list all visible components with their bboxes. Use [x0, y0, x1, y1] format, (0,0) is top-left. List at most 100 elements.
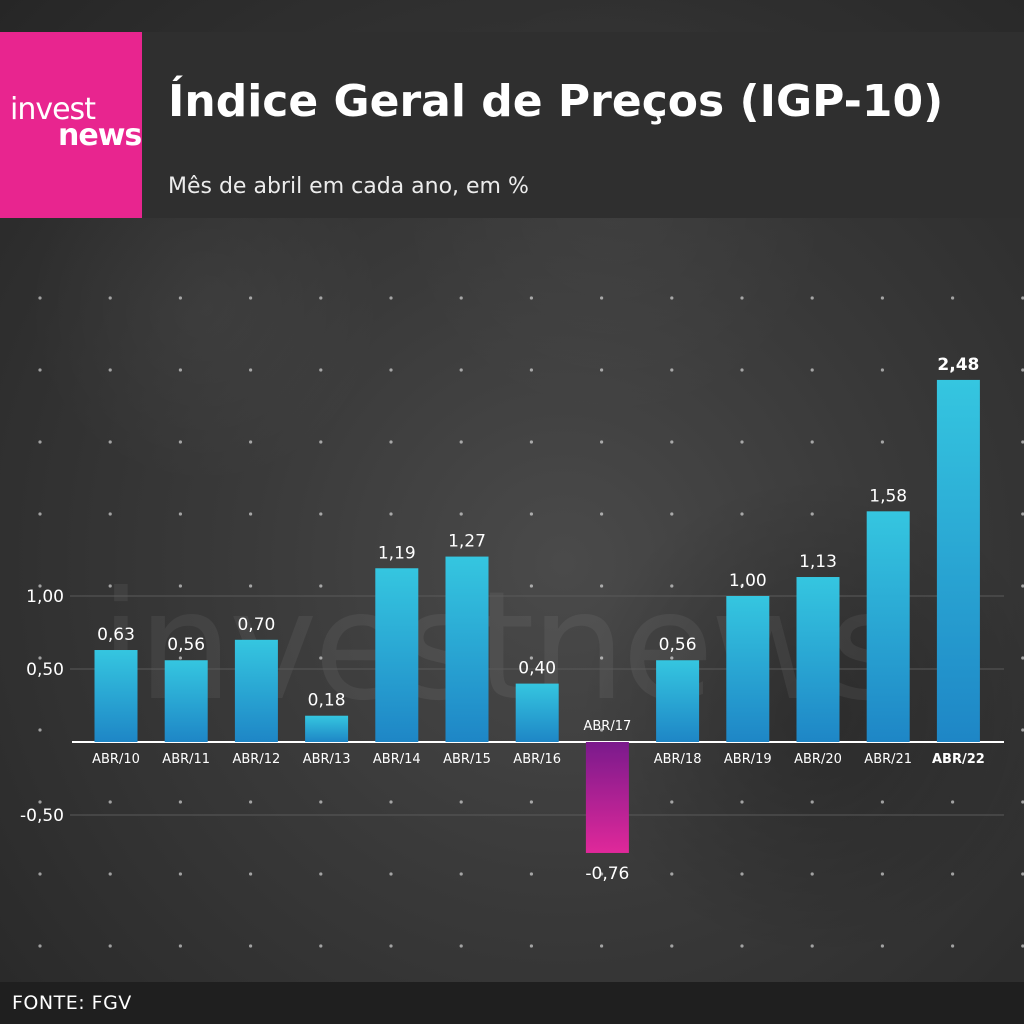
grid-dot	[249, 872, 253, 876]
grid-dot	[389, 296, 393, 300]
grid-dot	[249, 584, 253, 588]
grid-dot	[38, 512, 42, 516]
grid-dot	[38, 944, 42, 948]
grid-dot	[178, 440, 182, 444]
grid-dot	[178, 800, 182, 804]
grid-dot	[951, 800, 955, 804]
grid-dot	[1021, 728, 1024, 732]
grid-dot	[880, 296, 885, 300]
bar	[726, 596, 770, 742]
bars	[94, 379, 980, 853]
source-note: FONTE: FGV	[12, 992, 132, 1014]
grid-dot	[319, 800, 323, 804]
grid-dot	[108, 440, 112, 444]
grid-dot	[459, 872, 463, 876]
bar	[445, 556, 489, 742]
grid-dot	[38, 296, 42, 300]
grid-dot	[600, 872, 604, 876]
grid-dot	[389, 440, 393, 444]
bar	[796, 577, 840, 742]
grid-dot	[1021, 296, 1024, 300]
grid-dot	[740, 800, 744, 804]
data-label: 1,58	[869, 486, 907, 506]
grid-dot	[178, 872, 182, 876]
grid-dot	[600, 728, 604, 732]
brand-watermark: investnews	[100, 560, 907, 734]
labels: -0,50 0,50 1,00 0,63 ABR/10 0,56 ABR/11 0,70 ABR…	[20, 355, 985, 884]
grid-dot	[108, 872, 112, 876]
data-label: 0,63	[97, 625, 135, 645]
brand-logo	[0, 32, 142, 218]
grid-dot	[178, 584, 182, 588]
x-tick-label: ABR/16	[513, 752, 561, 767]
grid-dot	[670, 512, 674, 516]
grid-dot	[529, 296, 534, 300]
grid-dot	[1021, 872, 1024, 876]
grid-dot	[529, 656, 534, 660]
x-tick-label: ABR/20	[794, 752, 842, 767]
bar	[656, 660, 700, 742]
grid-dot	[249, 368, 253, 372]
grid-dot	[249, 944, 253, 948]
grid-dot	[178, 944, 182, 948]
grid-dot	[459, 296, 463, 300]
grid-dot	[600, 296, 604, 300]
x-tick-label: ABR/22	[932, 752, 985, 767]
grid-dot	[178, 296, 182, 300]
grid-dot	[319, 296, 323, 300]
grid-dot	[810, 368, 814, 372]
grid-dot	[249, 512, 253, 516]
grid-dot	[389, 800, 393, 804]
grid-dot	[389, 944, 393, 948]
x-tick-label: ABR/21	[864, 752, 912, 767]
grid-dot	[670, 584, 674, 588]
grid-dot	[38, 368, 42, 372]
grid-dot	[670, 368, 674, 372]
logo-text-news: news	[58, 118, 142, 153]
grid-dot	[38, 872, 42, 876]
grid-dot	[880, 800, 885, 804]
x-tick-label: ABR/19	[724, 752, 772, 767]
grid-dot	[740, 584, 744, 588]
data-label: 0,18	[308, 691, 346, 711]
grid-dot	[951, 296, 955, 300]
grid-dot	[670, 872, 674, 876]
data-label: 0,70	[237, 615, 275, 635]
grid-dot	[600, 584, 604, 588]
grid-dot	[108, 512, 112, 516]
grid-dot	[951, 368, 955, 372]
bar	[164, 660, 208, 742]
grid-dot	[810, 512, 814, 516]
header-bar	[0, 32, 1024, 218]
grid-dot	[38, 656, 42, 660]
grid-dot	[389, 872, 393, 876]
bar	[866, 511, 910, 742]
grid-dot	[600, 440, 604, 444]
grid-dot	[178, 368, 182, 372]
grid-dot	[529, 872, 534, 876]
bar	[585, 742, 629, 853]
grid-dot	[740, 872, 744, 876]
grid-dot	[319, 584, 323, 588]
x-tick-label: ABR/17	[584, 719, 632, 734]
grid-dot	[1021, 368, 1024, 372]
grid-dot	[600, 512, 604, 516]
bar	[375, 568, 419, 742]
grid-dot	[600, 944, 604, 948]
x-tick-label: ABR/10	[92, 752, 140, 767]
x-tick-label: ABR/13	[303, 752, 351, 767]
grid-dot	[810, 440, 814, 444]
bar	[515, 683, 559, 742]
grid-dot	[670, 296, 674, 300]
grid-dot	[951, 944, 955, 948]
grid-dot	[880, 872, 885, 876]
grid-dot	[1021, 800, 1024, 804]
grid-dot	[740, 440, 744, 444]
chart-subtitle: Mês de abril em cada ano, em %	[168, 174, 529, 199]
data-label: 0,56	[659, 635, 697, 655]
grid-dot	[880, 944, 885, 948]
grid-dot	[38, 800, 42, 804]
grid-dot	[319, 440, 323, 444]
data-label: 0,40	[518, 659, 556, 679]
